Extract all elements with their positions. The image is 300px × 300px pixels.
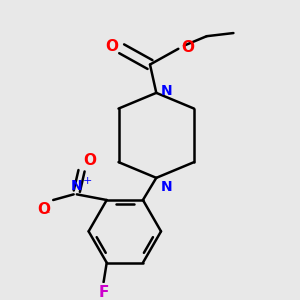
Text: O: O [83,153,96,168]
Text: ⁻: ⁻ [44,209,50,222]
Text: N: N [71,179,82,193]
Text: +: + [83,176,92,187]
Text: F: F [98,285,109,300]
Text: O: O [105,39,118,54]
Text: O: O [38,202,51,217]
Text: N: N [161,180,172,194]
Text: O: O [182,40,194,55]
Text: N: N [161,84,172,98]
